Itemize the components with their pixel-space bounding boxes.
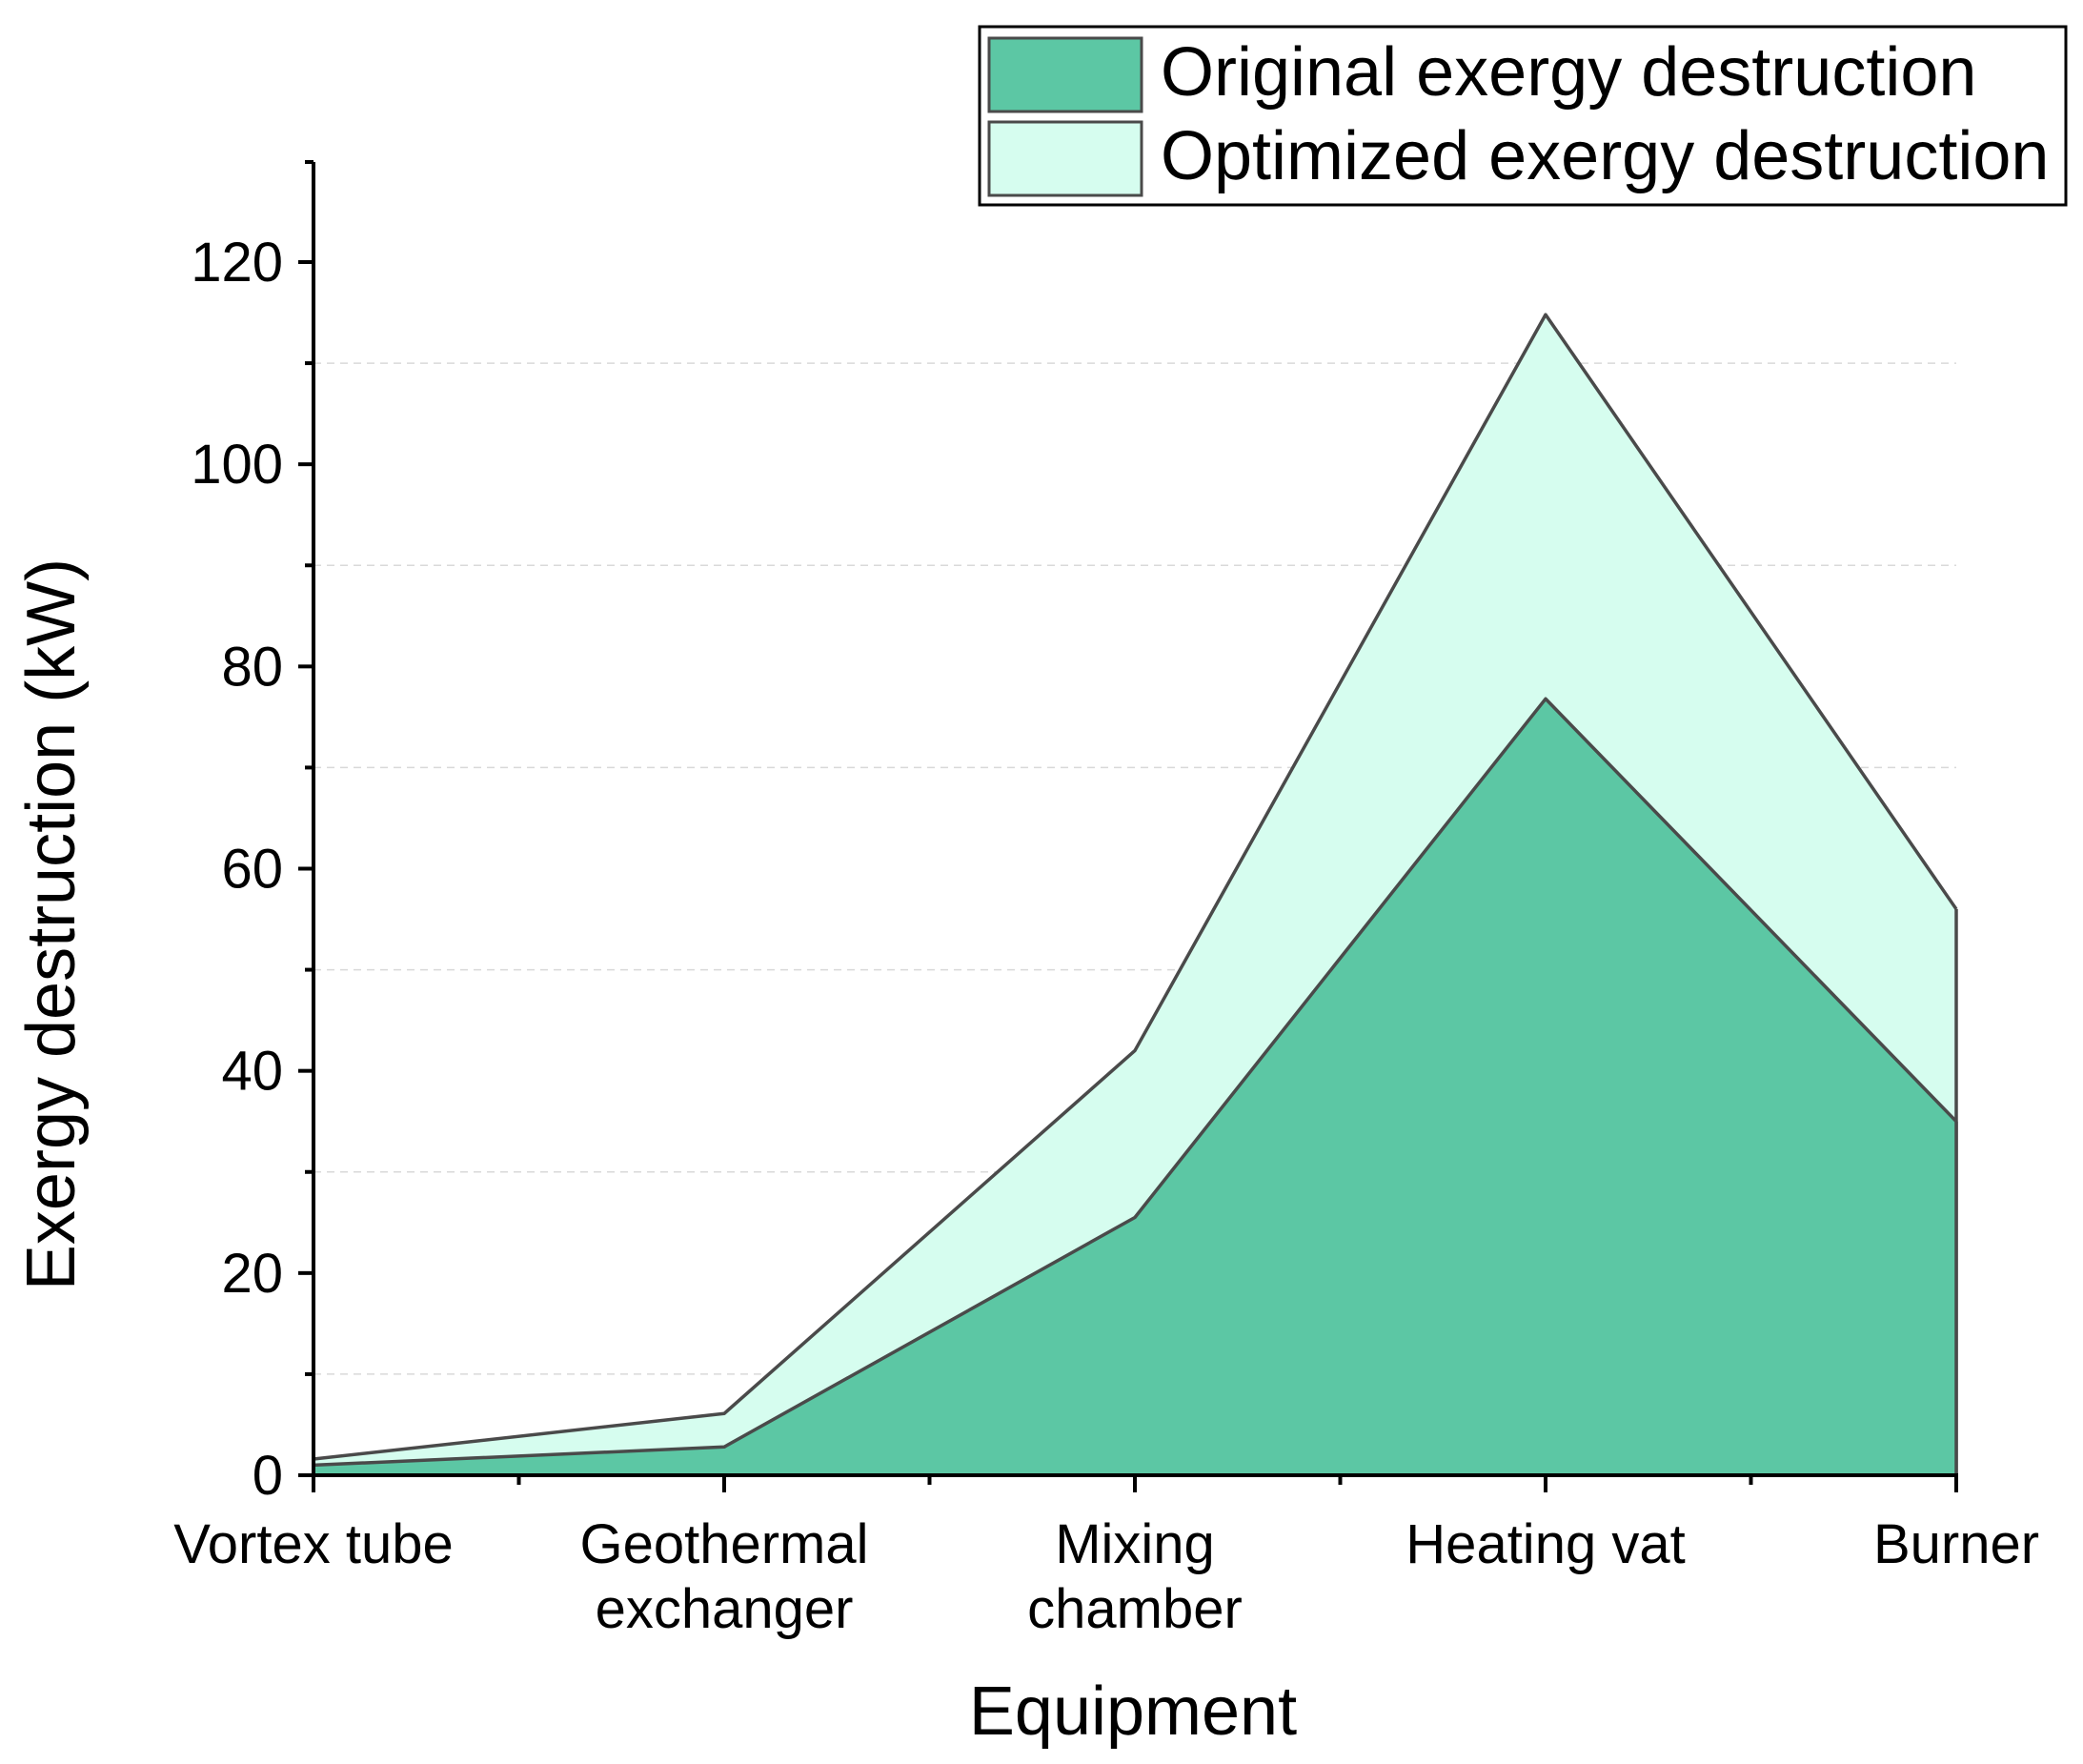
series-areas: [313, 313, 1958, 1475]
x-tick-label: Heating vat: [1406, 1513, 1685, 1575]
legend-label: Optimized exergy destruction: [1161, 118, 2049, 194]
y-tick-label: 120: [191, 232, 283, 294]
x-tick-label: exchanger: [596, 1578, 854, 1640]
legend-swatch: [987, 120, 1143, 197]
legend-swatch: [987, 36, 1143, 113]
y-tick-label: 80: [221, 636, 283, 698]
x-axis-title: Equipment: [969, 1673, 1297, 1750]
y-tick-label: 40: [221, 1041, 283, 1103]
legend-box: [978, 25, 2068, 207]
x-tick-label: Mixing: [1055, 1513, 1215, 1575]
y-tick-label: 100: [191, 434, 283, 496]
y-tick-label: 20: [221, 1243, 283, 1305]
area-original: [313, 699, 1956, 1475]
ticks: 0 20 40 60 80 100 120 Vortex tube Geothermalexch…: [173, 160, 2039, 1640]
x-tick-label: Burner: [1873, 1513, 2039, 1575]
x-tick-label: chamber: [1027, 1578, 1243, 1640]
y-tick-label: 0: [253, 1445, 283, 1507]
y-axis-title: Exergy destruction (kW): [13, 558, 90, 1290]
x-tick-label: Vortex tube: [173, 1513, 453, 1575]
y-tick-label: 60: [221, 839, 283, 901]
x-tick-label: Geothermal: [579, 1513, 868, 1575]
legend-label: Original exergy destruction: [1161, 34, 1976, 111]
